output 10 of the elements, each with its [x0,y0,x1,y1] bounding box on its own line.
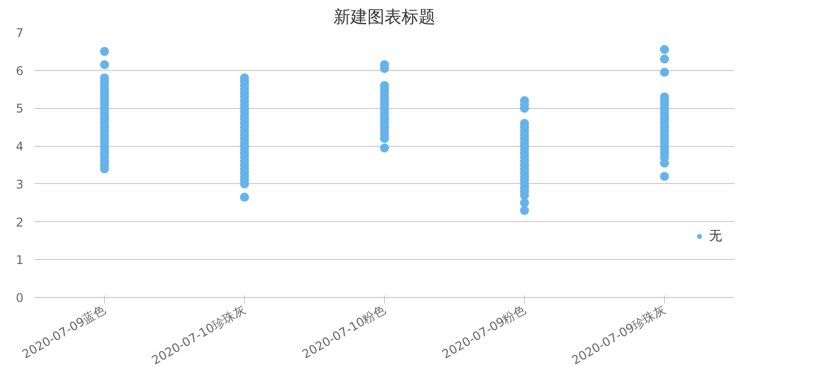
y-tick-label: 5 [16,102,24,116]
y-tick-label: 3 [16,177,24,192]
chart-title: 新建图表标题 [334,8,436,28]
y-tick-label: 4 [16,140,24,154]
y-tick-label: 2 [16,215,24,230]
legend-label: 无 [709,228,723,245]
y-tick-label: 7 [16,26,24,40]
y-tick-label: 1 [16,253,24,268]
y-tick-label: 6 [16,64,24,78]
y-tick-label: 0 [16,291,24,305]
